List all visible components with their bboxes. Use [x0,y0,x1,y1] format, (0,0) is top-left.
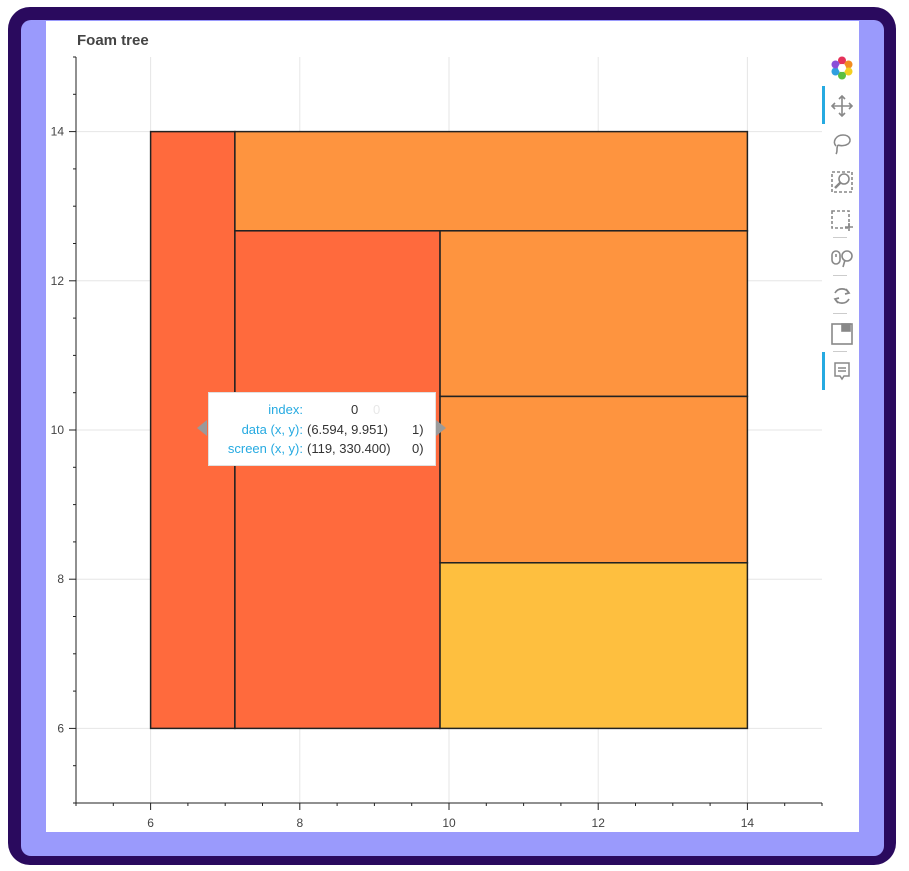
x-tick-label: 10 [442,816,456,830]
axes: 6 8 10 12 14 6 8 10 12 14 [51,56,823,830]
tooltip-row-screen: screen (x, y): (119, 330.400) 0) [209,441,435,459]
hover-active-indicator [822,352,825,390]
x-tick-label: 6 [147,816,154,830]
toolbar-separator [833,275,847,276]
tooltip-data-value: (6.594, 9.951) [307,422,388,437]
pan-icon[interactable] [830,94,854,118]
y-tick-label: 12 [51,274,65,288]
tooltip-arrow-left [197,420,207,436]
hover-tooltip: index: 0 0 data (x, y): (6.594, 9.951) 1… [208,392,436,466]
y-tick-label: 14 [51,125,65,139]
foam-rect [234,130,749,232]
x-tick-label: 14 [741,816,755,830]
toolbar-separator [833,313,847,314]
box-select-icon[interactable] [830,208,854,232]
x-tick-label: 8 [296,816,303,830]
box-zoom-icon[interactable] [830,170,854,194]
bokeh-logo-icon[interactable] [830,56,854,80]
foam-rect [234,230,441,730]
foam-rect [439,230,749,398]
tooltip-row-data: data (x, y): (6.594, 9.951) 1) [209,422,435,440]
y-tick-label: 10 [51,423,65,437]
tooltip-index-value: 0 [351,402,359,417]
plot-toolbar [822,54,858,404]
tooltip-screen-value: (119, 330.400) [307,441,391,456]
lasso-select-icon[interactable] [830,132,854,156]
tooltip-ghost-index: 0 [373,402,381,417]
foam-rect [439,395,749,564]
wheel-zoom-icon[interactable] [830,246,854,270]
y-tick-label: 6 [57,721,64,735]
foam-rects [149,130,749,730]
foam-rect [439,562,749,730]
tooltip-row-index: index: 0 0 [209,402,435,420]
tooltip-ghost-data: 1) [412,422,424,437]
tooltip-data-label: data (x, y): [241,422,303,437]
toolbar-separator [833,351,847,352]
chart-title: Foam tree [77,32,149,49]
tooltip-ghost-screen: 0) [412,441,424,456]
y-tick-label: 8 [57,572,64,586]
pan-active-indicator [822,86,825,124]
tooltip-arrow-right [436,420,446,436]
toolbar-separator [833,237,847,238]
hover-icon[interactable] [830,360,854,384]
x-tick-label: 12 [592,816,606,830]
reset-icon[interactable] [830,284,854,308]
tooltip-screen-label: screen (x, y): [227,441,303,456]
tooltip-index-label: index: [268,402,303,417]
save-icon[interactable] [830,322,854,346]
